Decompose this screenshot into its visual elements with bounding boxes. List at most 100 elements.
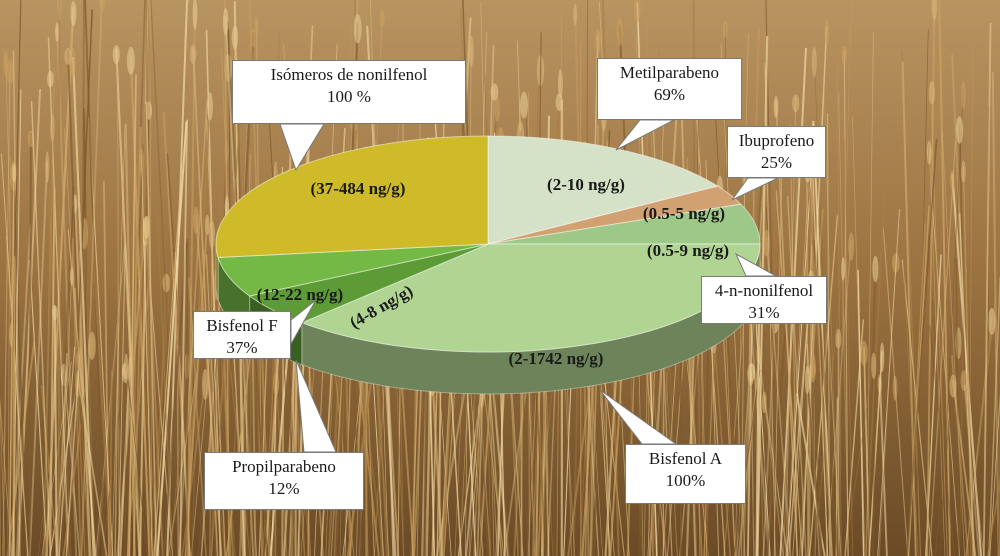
wheat-stalk: [877, 208, 900, 556]
wheat-head: [98, 0, 106, 10]
wheat-stalk: [941, 130, 966, 556]
wheat-stalk: [0, 395, 6, 556]
wheat-stalk: [30, 101, 52, 556]
wheat-stalk: [2, 65, 11, 556]
wheat-stalk: [868, 351, 883, 556]
wheat-stalk: [843, 139, 854, 556]
wheat-stalk: [147, 0, 174, 556]
wheat-head: [57, 0, 62, 20]
wheat-stalk: [179, 119, 189, 556]
callout-frequency: 100%: [665, 471, 706, 490]
wheat-stalk: [872, 352, 877, 556]
wheat-stalk: [795, 393, 826, 556]
wheat-head: [555, 93, 563, 112]
wheat-stalk: [882, 227, 909, 556]
wheat-stalk: [62, 339, 93, 556]
callout-pointer: [615, 119, 675, 151]
wheat-head: [468, 35, 474, 67]
callout-ibuprofeno: Ibuprofeno 25%: [727, 126, 826, 178]
wheat-stalk: [184, 218, 209, 556]
wheat-stalk: [982, 22, 992, 556]
callout-frequency: 100 %: [327, 87, 371, 106]
wheat-stalk: [962, 165, 974, 556]
wheat-head: [184, 352, 189, 381]
wheat-head: [926, 140, 932, 165]
wheat-head: [841, 257, 846, 281]
wheat-head: [872, 255, 879, 283]
callout-name: Bisfenol F: [206, 316, 278, 335]
wheat-head: [520, 91, 528, 119]
wheat-stalk: [45, 121, 53, 556]
wheat-head: [955, 116, 964, 144]
wheat-head: [773, 96, 779, 119]
wheat-stalk: [57, 0, 61, 556]
wheat-stalk: [806, 374, 822, 556]
wheat-head: [11, 163, 17, 183]
wheat-stalk: [988, 277, 1000, 556]
wheat-head: [879, 342, 885, 373]
wheat-head: [50, 114, 55, 142]
range-label: (0.5-9 ng/g): [647, 241, 729, 260]
wheat-stalk: [71, 56, 95, 556]
wheat-stalk: [864, 148, 888, 556]
callout-pointer: [599, 389, 678, 445]
wheat-head: [634, 0, 641, 23]
callout-frequency: 31%: [748, 303, 780, 322]
callout-4-n-nonilfenol: 4-n-nonilfenol 31%: [701, 276, 827, 324]
wheat-stalk: [83, 106, 112, 556]
wheat-stalk: [934, 337, 960, 556]
wheat-head: [616, 16, 623, 46]
wheat-head: [762, 391, 767, 414]
range-label: (37-484 ng/g): [311, 179, 406, 198]
wheat-head: [792, 94, 800, 113]
callout-bisfenol-f: Bisfenol F 37%: [193, 311, 291, 359]
wheat-stalk: [836, 66, 842, 556]
wheat-stalk: [141, 154, 153, 556]
callout-leaders: [279, 119, 779, 453]
wheat-stalk: [867, 262, 877, 556]
wheat-stalk: [150, 0, 180, 556]
wheat-stalk: [12, 50, 21, 556]
wheat-stalk: [926, 0, 936, 556]
wheat-stalk: [968, 45, 974, 556]
wheat-head: [762, 229, 770, 257]
callout-frequency: 69%: [653, 85, 686, 104]
wheat-head: [186, 0, 190, 3]
wheat-stalk: [47, 37, 70, 556]
wheat-stalk: [915, 29, 929, 556]
callout-name: Bisfenol A: [648, 449, 723, 468]
wheat-stalk: [783, 143, 799, 556]
wheat-head: [804, 365, 810, 395]
wheat-stalk: [827, 322, 842, 556]
wheat-stalk: [991, 72, 1000, 556]
wheat-stalk: [84, 227, 96, 556]
wheat-head: [6, 59, 14, 84]
wheat-head: [139, 147, 144, 174]
wheat-stalk: [812, 361, 823, 556]
wheat-stalk: [806, 135, 809, 556]
wheat-stalk: [955, 258, 960, 556]
wheat-stalk: [896, 133, 919, 556]
pie-slice-metilparabeno: [487, 135, 719, 245]
wheat-stalk: [153, 198, 181, 556]
wheat-head: [810, 353, 816, 383]
wheat-head: [192, 0, 198, 30]
pie-range-labels: (2-10 ng/g) (0.5-5 ng/g) (0.5-9 ng/g) (2-17…: [257, 175, 729, 368]
wheat-stalk: [807, 123, 814, 556]
wheat-head: [112, 45, 120, 65]
wheat-head: [52, 304, 58, 321]
wheat-stalk: [737, 358, 761, 556]
wheat-stalk: [118, 245, 126, 556]
callout-frequency: 25%: [760, 153, 793, 172]
wheat-head: [254, 16, 259, 37]
wheat-head: [595, 28, 601, 54]
wheat-stalk: [938, 0, 951, 556]
wheat-head: [202, 368, 209, 400]
wheat-head: [961, 160, 966, 183]
wheat-head: [231, 25, 238, 50]
wheat-head: [55, 22, 60, 42]
wheat-stalk: [733, 369, 761, 556]
wheat-stalk: [929, 81, 948, 556]
wheat-stalk: [37, 338, 65, 556]
wheat-stalk: [928, 325, 956, 556]
